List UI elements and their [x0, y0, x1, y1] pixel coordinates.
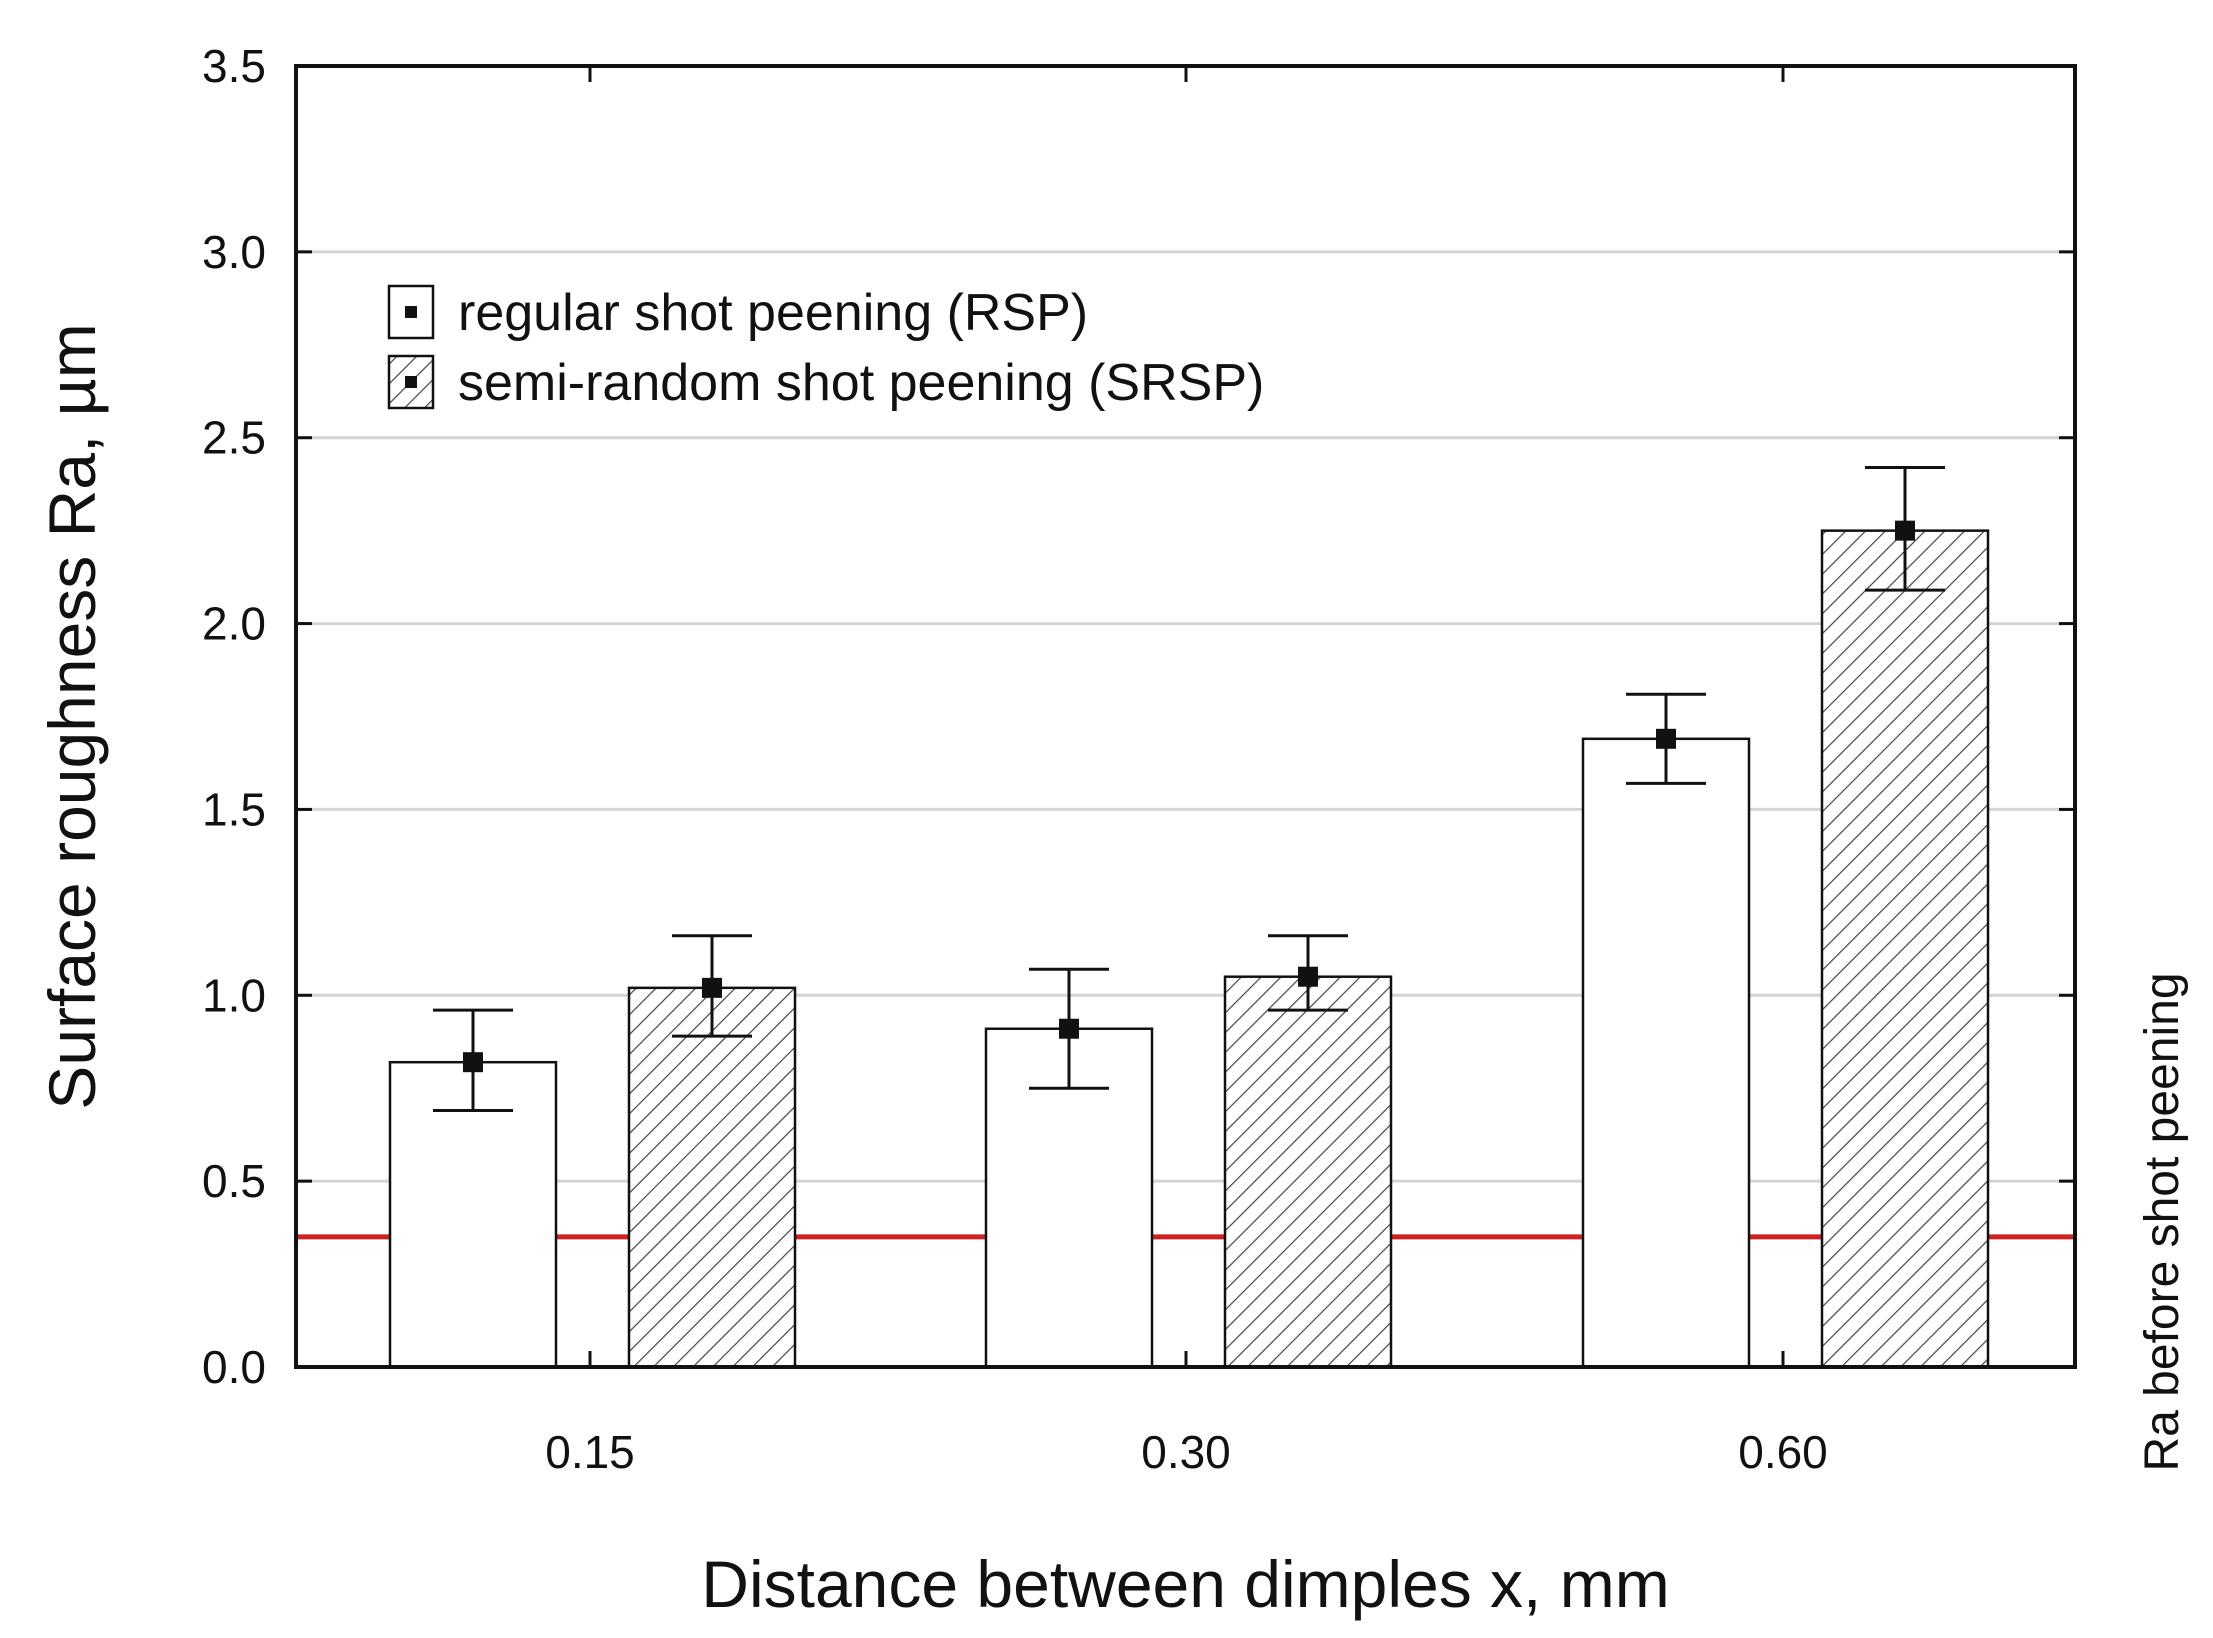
- y-tick-label: 3.5: [202, 40, 266, 92]
- y-axis-title: Surface roughness Ra, µm: [35, 323, 109, 1109]
- legend-entry-rsp: regular shot peening (RSP): [458, 284, 1088, 342]
- bars: [388, 529, 1990, 1369]
- y-tick-label: 3.0: [202, 226, 266, 278]
- mean-marker: [1298, 966, 1318, 987]
- bar-rsp-0.60: [1581, 737, 1751, 1369]
- mean-marker: [1895, 520, 1915, 541]
- y-tick-label: 2.0: [202, 598, 266, 650]
- mean-marker: [1656, 728, 1676, 749]
- y-tick-label: 0.5: [202, 1155, 266, 1207]
- y-tick-label: 2.5: [202, 412, 266, 464]
- labels: Distance between dimples x, mm Surface r…: [35, 323, 2189, 1621]
- axes: 0.0 0.5 1.0 1.5 2.0 2.5 3.0 3.5 0.15 0.30 0.60: [202, 40, 2077, 1478]
- legend: regular shot peening (RSP) semi-random s…: [387, 284, 1264, 412]
- error-bars: [433, 465, 1945, 1113]
- grid-lines: [296, 250, 2075, 1183]
- mean-marker: [702, 977, 722, 998]
- x-tick-label: 0.30: [1141, 1426, 1231, 1478]
- y-tick-label: 0.0: [202, 1341, 266, 1393]
- legend-marker-rsp: [405, 306, 417, 318]
- x-tick-label: 0.60: [1738, 1426, 1828, 1478]
- reference-line-label: Ra before shot peening: [2136, 972, 2189, 1471]
- x-axis-title: Distance between dimples x, mm: [701, 1547, 1669, 1621]
- y-tick-label: 1.5: [202, 783, 266, 835]
- mean-marker: [1059, 1018, 1079, 1039]
- legend-marker-srsp: [405, 376, 417, 388]
- bar-srsp-0.60: [1820, 529, 1990, 1369]
- bar-srsp-0.30: [1223, 975, 1393, 1369]
- x-tick-label: 0.15: [545, 1426, 635, 1478]
- y-tick-label: 1.0: [202, 969, 266, 1021]
- legend-entry-srsp: semi-random shot peening (SRSP): [458, 354, 1264, 412]
- bar-srsp-0.15: [627, 986, 797, 1369]
- plot-frame: [294, 64, 2077, 1369]
- mean-marker: [463, 1052, 483, 1073]
